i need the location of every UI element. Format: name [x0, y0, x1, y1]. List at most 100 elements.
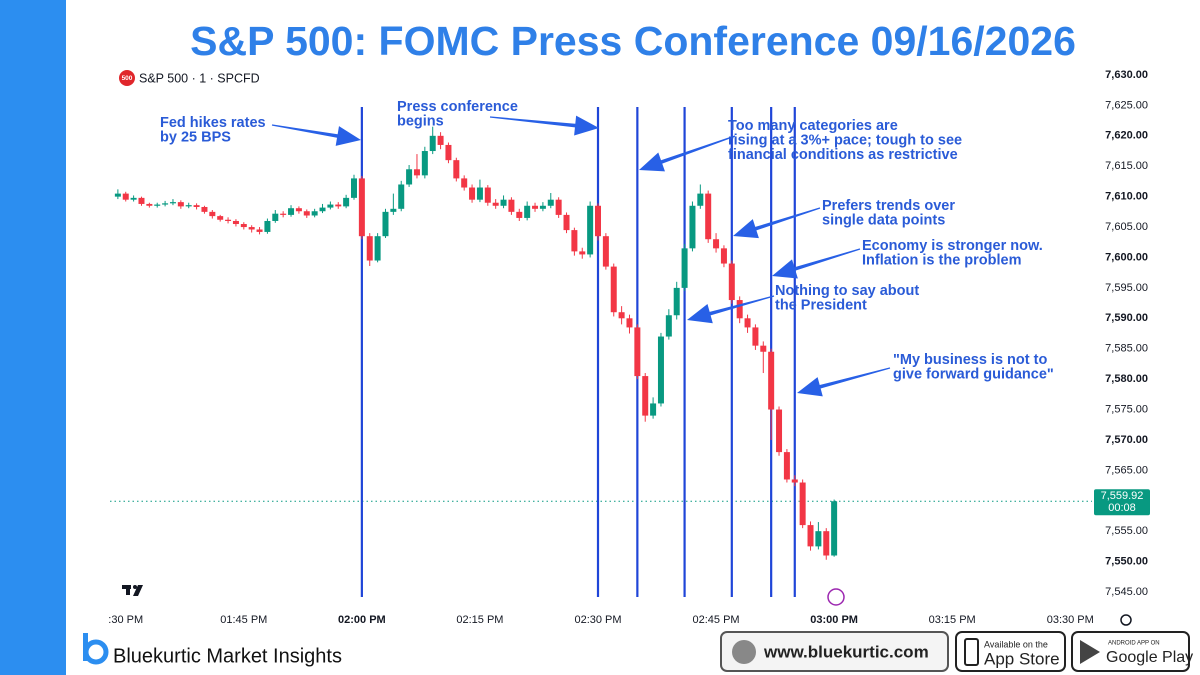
candle-body [752, 327, 759, 346]
annotation-text: Economy is stronger now. [862, 238, 1043, 254]
candle-body [366, 236, 373, 261]
candle-body [311, 211, 318, 216]
candle-body [374, 236, 381, 261]
candle-body [217, 216, 224, 220]
annotation-text: rising at a 3%+ pace; tough to see [728, 132, 962, 148]
x-tick-label: 03:00 PM [810, 614, 858, 626]
annotation-text: financial conditions as restrictive [728, 147, 958, 163]
candle-body [689, 205, 696, 249]
brand-name: Bluekurtic Market Insights [113, 645, 342, 667]
candle-body [807, 525, 814, 547]
y-tick-label: 7,565.00 [1105, 464, 1148, 476]
candle-body [185, 205, 192, 207]
candle-body [539, 205, 546, 209]
last-price-label: 7,559.92 [1101, 490, 1144, 502]
y-tick-label: 7,575.00 [1105, 403, 1148, 415]
annotation-text: Nothing to say about [775, 283, 919, 299]
candle-body [264, 220, 271, 232]
y-tick-label: 7,570.00 [1105, 434, 1148, 446]
annotation-text: Press conference [397, 99, 518, 115]
candle-body [288, 208, 295, 215]
y-tick-label: 7,600.00 [1105, 251, 1148, 263]
chart-title: S&P 500: FOMC Press Conference 09/16/202… [190, 18, 1076, 64]
candle-body [248, 227, 255, 230]
candle-body [201, 206, 208, 212]
symbol-badge [119, 70, 135, 86]
tv-logo [122, 585, 143, 596]
app-store-button[interactable] [955, 631, 1066, 672]
globe-icon [732, 640, 756, 664]
candle-body [776, 409, 783, 453]
y-tick-label: 7,605.00 [1105, 221, 1148, 233]
candle-body [532, 205, 539, 209]
candle-body [650, 403, 657, 416]
annotation-arrow [489, 115, 599, 136]
annotation-text: by 25 BPS [160, 129, 231, 145]
candle-body [610, 266, 617, 313]
candle-body [555, 199, 562, 215]
candle-body [547, 199, 554, 206]
y-tick-label: 7,585.00 [1105, 343, 1148, 355]
candle-body [240, 224, 247, 228]
candle-body [280, 213, 287, 215]
candle-body [382, 211, 389, 237]
annotation-text: Inflation is the problem [862, 252, 1022, 268]
candle-body [351, 178, 357, 198]
annotation-text: Prefers trends over [822, 198, 955, 214]
candle-body [169, 202, 176, 204]
annotation-text: begins [397, 113, 444, 129]
candle-body [130, 197, 137, 200]
candle-body [736, 300, 743, 319]
candle-body [524, 205, 531, 218]
candle-body [295, 208, 302, 212]
candle-body [579, 251, 586, 255]
candle-body [705, 193, 712, 240]
candle-body [516, 211, 523, 218]
candle-body [823, 531, 830, 556]
google-play-button[interactable] [1071, 631, 1190, 672]
candle-body [642, 376, 649, 416]
y-tick-label: 7,615.00 [1105, 160, 1148, 172]
candle-body [335, 204, 342, 207]
candle-body [484, 187, 491, 203]
annotation-arrow [271, 124, 361, 146]
candle-body [744, 318, 751, 328]
website-button[interactable] [720, 631, 949, 672]
candle-body [634, 327, 641, 377]
candle-body [768, 351, 775, 410]
annotation-text: Too many categories are [728, 118, 898, 134]
candle-body [162, 203, 169, 205]
y-tick-label: 7,555.00 [1105, 525, 1148, 537]
candle-body [406, 169, 413, 185]
candle-body [681, 248, 688, 288]
candle-body [697, 193, 704, 206]
candle-body [760, 345, 767, 352]
candle-body [595, 205, 601, 237]
candle-body [154, 204, 161, 206]
annotation-arrow [772, 248, 861, 279]
annotation-arrow [733, 207, 821, 239]
candle-body [225, 219, 232, 221]
candle-body [114, 193, 121, 197]
y-tick-label: 7,630.00 [1105, 69, 1148, 81]
candle-body [421, 151, 428, 176]
x-tick-label: 02:30 PM [574, 614, 621, 626]
annotation-arrow [687, 295, 775, 324]
x-tick-label: :30 PM [108, 614, 143, 626]
annotation-arrow [797, 367, 891, 397]
candle-body [209, 211, 216, 217]
candle-body [256, 229, 263, 232]
candle-body [461, 178, 468, 188]
settings-icon[interactable] [1120, 614, 1132, 626]
google-play-big: Google Play [1106, 649, 1193, 666]
website[interactable]: www.bluekurtic.com [763, 642, 929, 661]
candle-body [469, 187, 476, 200]
y-tick-label: 7,550.00 [1105, 555, 1148, 567]
candle-body [177, 202, 184, 207]
y-tick-label: 7,625.00 [1105, 99, 1148, 111]
candle-body [657, 336, 664, 404]
app-store-big: App Store [984, 649, 1060, 668]
candle-body [146, 203, 153, 206]
x-tick-label: 02:45 PM [693, 614, 740, 626]
